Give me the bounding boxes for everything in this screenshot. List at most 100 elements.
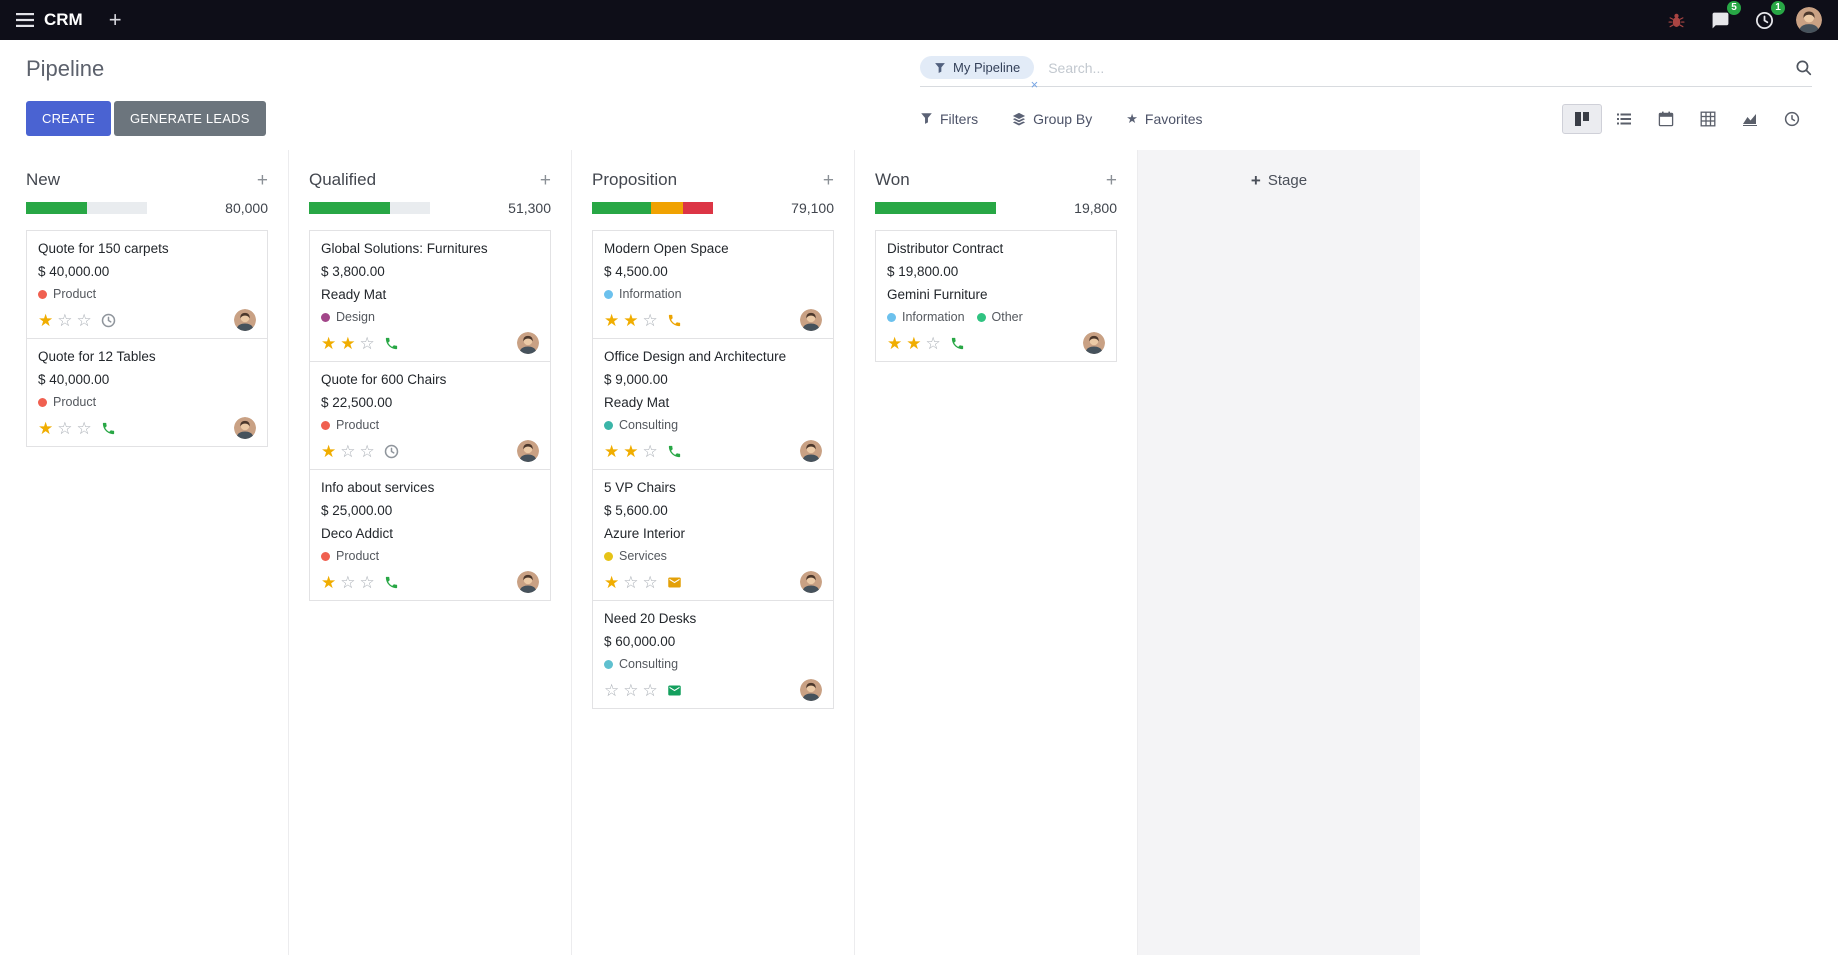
kanban-card[interactable]: Quote for 150 carpets $ 40,000.00 Produc… — [26, 230, 268, 339]
kanban-card[interactable]: Quote for 12 Tables $ 40,000.00 Product … — [26, 338, 268, 447]
search-input[interactable] — [1048, 59, 1787, 76]
phone-activity-icon[interactable] — [667, 312, 683, 328]
progress-segment-success[interactable] — [875, 202, 996, 214]
progress-segment-success[interactable] — [309, 202, 391, 214]
priority-star[interactable]: ★ — [340, 333, 356, 353]
priority-star[interactable]: ☆ — [76, 418, 92, 438]
priority-star[interactable]: ☆ — [76, 310, 92, 330]
add-stage-button[interactable]: + Stage — [1138, 172, 1420, 189]
priority-star[interactable]: ☆ — [340, 572, 356, 592]
filters-menu-button[interactable]: Filters — [920, 111, 978, 127]
priority-star[interactable]: ☆ — [57, 418, 73, 438]
debug-bug-icon[interactable] — [1664, 8, 1688, 32]
priority-star[interactable]: ★ — [604, 441, 620, 461]
priority-star[interactable]: ☆ — [642, 680, 658, 700]
priority-star[interactable]: ★ — [906, 333, 922, 353]
phone-activity-icon[interactable] — [384, 335, 400, 351]
priority-star[interactable]: ☆ — [642, 572, 658, 592]
avatar[interactable] — [234, 309, 256, 331]
progress-segment-success[interactable] — [26, 202, 87, 214]
column-progressbar[interactable] — [309, 202, 430, 214]
generate-leads-button[interactable]: GENERATE LEADS — [113, 101, 266, 136]
column-add-record-icon[interactable]: + — [822, 169, 834, 191]
priority-star[interactable]: ☆ — [359, 333, 375, 353]
avatar[interactable] — [800, 571, 822, 593]
priority-star[interactable]: ☆ — [623, 680, 639, 700]
avatar[interactable] — [800, 679, 822, 701]
app-name[interactable]: CRM — [44, 10, 83, 29]
view-pivot-button[interactable] — [1688, 104, 1728, 134]
priority-star[interactable]: ★ — [604, 572, 620, 592]
avatar[interactable] — [517, 332, 539, 354]
priority-star[interactable]: ★ — [38, 418, 54, 438]
kanban-card[interactable]: Distributor Contract $ 19,800.00 Gemini … — [875, 230, 1117, 362]
card-tags: Product — [38, 395, 256, 409]
kanban-card[interactable]: Global Solutions: Furnitures $ 3,800.00 … — [309, 230, 551, 362]
priority-star[interactable]: ★ — [623, 441, 639, 461]
priority-star[interactable]: ☆ — [359, 572, 375, 592]
view-graph-button[interactable] — [1730, 104, 1770, 134]
priority-star[interactable]: ☆ — [604, 680, 620, 700]
phone-activity-icon[interactable] — [101, 420, 117, 436]
envelope-activity-icon[interactable] — [667, 574, 683, 590]
group-by-menu-button[interactable]: Group By — [1012, 111, 1092, 127]
column-progressbar[interactable] — [875, 202, 996, 214]
phone-activity-icon[interactable] — [950, 335, 966, 351]
column-add-record-icon[interactable]: + — [256, 169, 268, 191]
priority-star[interactable]: ★ — [604, 310, 620, 330]
avatar[interactable] — [517, 571, 539, 593]
phone-activity-icon[interactable] — [384, 574, 400, 590]
priority-star[interactable]: ★ — [38, 310, 54, 330]
view-kanban-button[interactable] — [1562, 103, 1602, 134]
phone-activity-icon[interactable] — [667, 443, 683, 459]
search-icon[interactable] — [1795, 59, 1812, 76]
progress-segment-success[interactable] — [592, 202, 652, 214]
facet-remove-icon[interactable]: × — [1030, 77, 1039, 92]
priority-star[interactable]: ☆ — [925, 333, 941, 353]
priority-star[interactable]: ☆ — [623, 572, 639, 592]
priority-star[interactable]: ★ — [321, 572, 337, 592]
avatar[interactable] — [1083, 332, 1105, 354]
view-calendar-button[interactable] — [1646, 104, 1686, 134]
kanban-card[interactable]: Quote for 600 Chairs $ 22,500.00 Product… — [309, 361, 551, 470]
kanban-card[interactable]: Info about services $ 25,000.00 Deco Add… — [309, 469, 551, 601]
envelope-activity-icon[interactable] — [667, 682, 683, 698]
avatar[interactable] — [234, 417, 256, 439]
priority-star[interactable]: ★ — [321, 441, 337, 461]
priority-star[interactable]: ☆ — [642, 310, 658, 330]
activities-clock-icon[interactable]: 1 — [1752, 1, 1785, 32]
kanban-card[interactable]: Office Design and Architecture $ 9,000.0… — [592, 338, 834, 470]
create-button[interactable]: CREATE — [26, 101, 111, 136]
column-add-record-icon[interactable]: + — [539, 169, 551, 191]
priority-star[interactable]: ☆ — [642, 441, 658, 461]
clock-activity-icon[interactable] — [384, 443, 400, 459]
kanban-card[interactable]: Modern Open Space $ 4,500.00 Information… — [592, 230, 834, 339]
column-progressbar[interactable] — [26, 202, 147, 214]
priority-star[interactable]: ★ — [887, 333, 903, 353]
apps-menu-icon[interactable] — [16, 13, 34, 27]
priority-star[interactable]: ☆ — [340, 441, 356, 461]
column-add-record-icon[interactable]: + — [1105, 169, 1117, 191]
avatar[interactable] — [800, 440, 822, 462]
avatar[interactable] — [517, 440, 539, 462]
user-avatar[interactable] — [1796, 7, 1822, 33]
search-bar[interactable]: My Pipeline × — [920, 56, 1812, 91]
progress-segment-warning[interactable] — [651, 202, 683, 214]
avatar[interactable] — [800, 309, 822, 331]
view-list-button[interactable] — [1604, 104, 1644, 134]
column-progressbar[interactable] — [592, 202, 713, 214]
priority-star[interactable]: ★ — [321, 333, 337, 353]
priority-star[interactable]: ☆ — [359, 441, 375, 461]
messages-icon[interactable]: 5 — [1708, 1, 1741, 32]
kanban-card[interactable]: 5 VP Chairs $ 5,600.00 Azure Interior Se… — [592, 469, 834, 601]
progress-segment-danger[interactable] — [682, 202, 713, 214]
view-activity-button[interactable] — [1772, 104, 1812, 134]
clock-activity-icon[interactable] — [101, 312, 117, 328]
plus-icon[interactable]: + — [108, 7, 122, 32]
priority-star[interactable]: ★ — [623, 310, 639, 330]
favorites-menu-button[interactable]: ★ Favorites — [1126, 111, 1202, 127]
search-facet-my-pipeline[interactable]: My Pipeline — [920, 56, 1035, 79]
kanban-card[interactable]: Need 20 Desks $ 60,000.00 Consulting ☆ ☆ ☆ — [592, 600, 834, 709]
priority-star[interactable]: ☆ — [57, 310, 73, 330]
filter-funnel-icon — [934, 62, 946, 74]
